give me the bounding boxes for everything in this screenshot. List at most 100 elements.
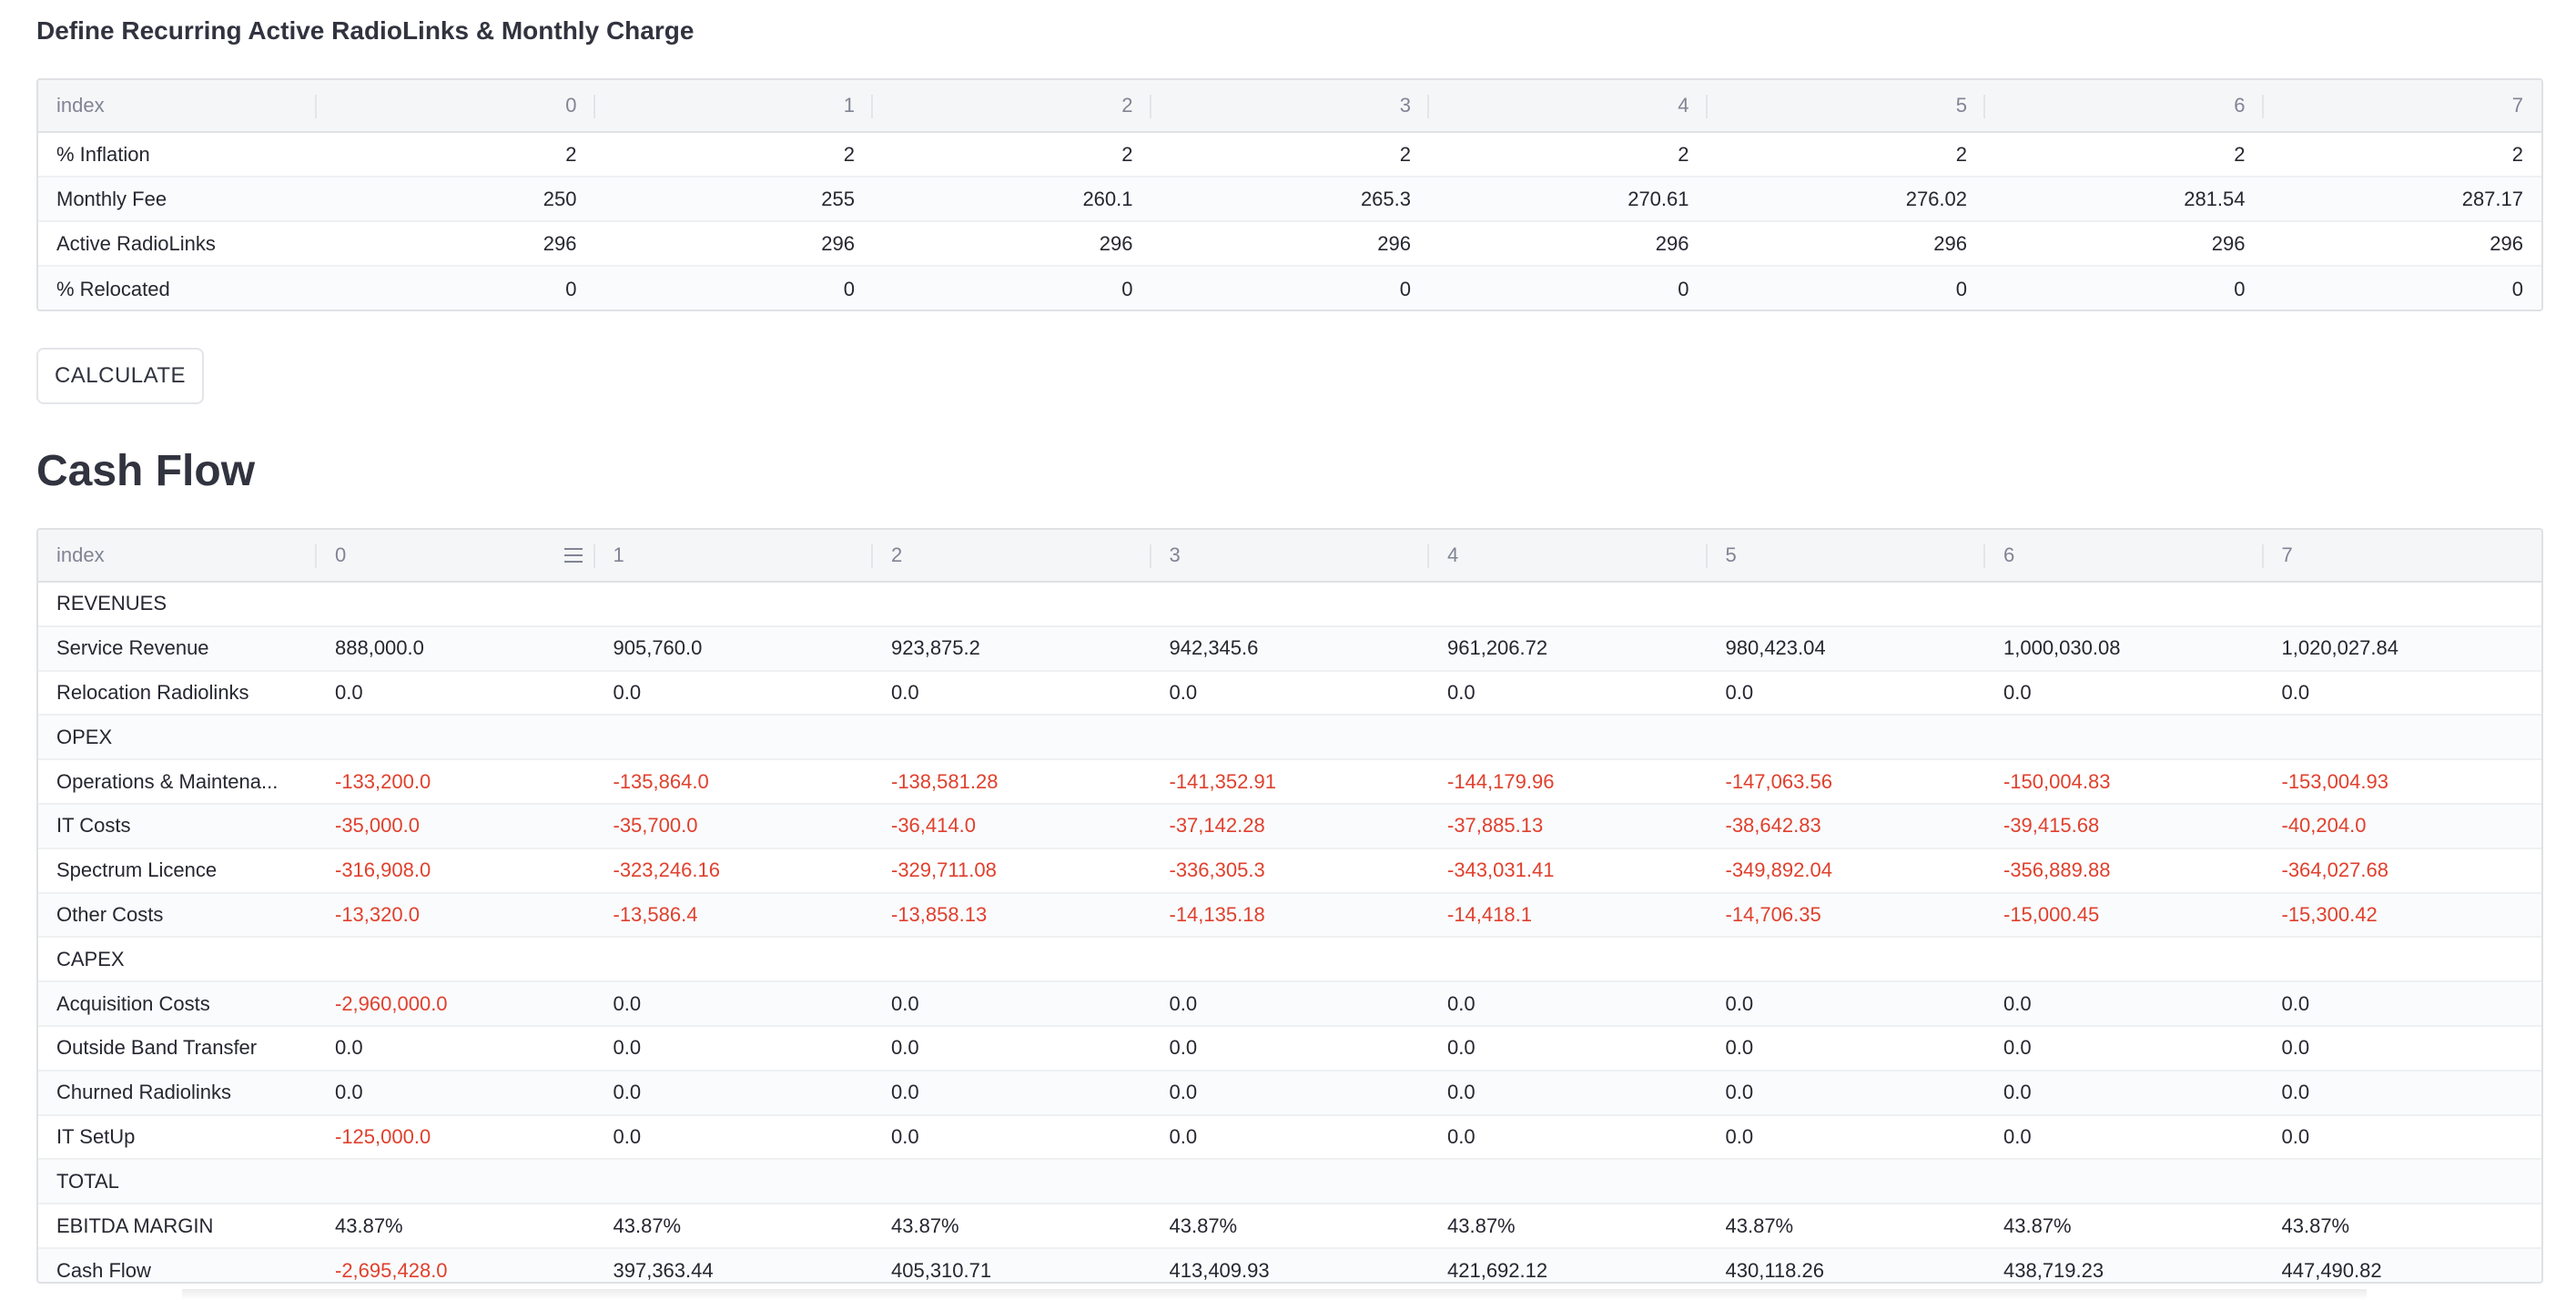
table-cell[interactable]: 0.0	[1725, 1081, 1754, 1104]
table-cell[interactable]: 2	[1399, 142, 1411, 166]
table-cell[interactable]: -39,415.68	[2003, 814, 2100, 838]
calculate-button[interactable]: CALCULATE	[36, 348, 204, 404]
table-cell[interactable]: -349,892.04	[1725, 858, 1832, 882]
table-cell[interactable]: 1,000,030.08	[2003, 636, 2121, 660]
column-header-1[interactable]: 1	[595, 80, 873, 131]
table-cell[interactable]: 296	[543, 231, 577, 255]
column-header-7[interactable]: 7	[2264, 80, 2542, 131]
table-cell[interactable]: 265.3	[1360, 187, 1411, 210]
table-cell[interactable]	[317, 938, 595, 980]
table-cell[interactable]: 447,490.82	[2281, 1259, 2382, 1283]
table-cell[interactable]: 255	[821, 187, 855, 210]
table-cell[interactable]: -14,706.35	[1725, 902, 1821, 926]
table-cell[interactable]: 270.61	[1628, 187, 1689, 210]
table-cell[interactable]: 421,692.12	[1447, 1259, 1548, 1283]
table-cell[interactable]: 0.0	[1169, 991, 1198, 1015]
table-cell[interactable]: 438,719.23	[2003, 1259, 2104, 1283]
table-cell[interactable]: -150,004.83	[2003, 769, 2111, 793]
column-resize-handle[interactable]	[1983, 95, 1985, 118]
table-cell[interactable]: -13,320.0	[335, 902, 420, 926]
table-cell[interactable]: 0	[1399, 277, 1411, 300]
table-cell[interactable]: 296	[821, 231, 855, 255]
table-cell[interactable]	[1151, 583, 1430, 625]
table-cell[interactable]	[595, 938, 874, 980]
table-cell[interactable]	[873, 1160, 1151, 1203]
row-label[interactable]: Monthly Fee	[56, 187, 167, 210]
table-cell[interactable]: 0.0	[1447, 1036, 1476, 1060]
input-data-grid[interactable]: index 0 1 2 3 4 5 6 7 % Inflation 2 2 2 2 2 2 2 2 Monthly …	[36, 78, 2543, 311]
table-cell[interactable]: 1,020,027.84	[2281, 636, 2399, 660]
table-cell[interactable]	[1429, 583, 1708, 625]
table-cell[interactable]: -144,179.96	[1447, 769, 1555, 793]
row-label[interactable]: % Inflation	[56, 142, 150, 166]
table-cell[interactable]: -138,581.28	[891, 769, 999, 793]
table-cell[interactable]: 0.0	[335, 1081, 363, 1104]
table-cell[interactable]: 0.0	[2281, 991, 2310, 1015]
row-label[interactable]: Churned Radiolinks	[56, 1081, 231, 1104]
table-cell[interactable]	[1985, 583, 2264, 625]
table-cell[interactable]	[2264, 938, 2542, 980]
table-cell[interactable]: -38,642.83	[1725, 814, 1821, 838]
table-cell[interactable]: -36,414.0	[891, 814, 976, 838]
row-label[interactable]: Operations & Maintena...	[56, 769, 279, 793]
row-label[interactable]: Relocation Radiolinks	[56, 680, 249, 704]
table-cell[interactable]: -356,889.88	[2003, 858, 2111, 882]
table-cell[interactable]: 0.0	[2003, 991, 2032, 1015]
column-header-1[interactable]: 1	[595, 530, 873, 581]
table-cell[interactable]: 0	[2234, 277, 2246, 300]
table-cell[interactable]: 0.0	[1169, 680, 1198, 704]
table-cell[interactable]: 0.0	[1169, 1036, 1198, 1060]
table-cell[interactable]: -37,142.28	[1169, 814, 1265, 838]
table-cell[interactable]: -135,864.0	[613, 769, 709, 793]
table-cell[interactable]: 430,118.26	[1725, 1259, 1824, 1283]
table-cell[interactable]: 0	[843, 277, 855, 300]
table-cell[interactable]: 296	[2211, 231, 2246, 255]
table-cell[interactable]	[1151, 1160, 1430, 1203]
table-cell[interactable]: 296	[1099, 231, 1133, 255]
table-cell[interactable]: 888,000.0	[335, 636, 424, 660]
table-cell[interactable]: 260.1	[1082, 187, 1133, 210]
table-cell[interactable]	[1429, 938, 1708, 980]
table-cell[interactable]: 0.0	[613, 991, 642, 1015]
column-resize-handle[interactable]	[1149, 95, 1151, 118]
table-cell[interactable]: 0.0	[891, 680, 919, 704]
row-label[interactable]: EBITDA MARGIN	[56, 1214, 214, 1237]
table-cell[interactable]: 923,875.2	[891, 636, 980, 660]
table-cell[interactable]: 905,760.0	[613, 636, 703, 660]
table-cell[interactable]: -153,004.93	[2281, 769, 2388, 793]
column-header-6[interactable]: 6	[1985, 530, 2264, 581]
row-label[interactable]: OPEX	[56, 725, 113, 748]
column-header-0[interactable]: 0	[317, 530, 595, 581]
table-cell[interactable]: -343,031.41	[1447, 858, 1555, 882]
table-cell[interactable]: -15,000.45	[2003, 902, 2100, 926]
row-label[interactable]: Cash Flow	[56, 1259, 151, 1283]
table-cell[interactable]: 250	[543, 187, 577, 210]
row-label[interactable]: Acquisition Costs	[56, 991, 210, 1015]
table-cell[interactable]	[1985, 1160, 2264, 1203]
table-cell[interactable]	[595, 716, 874, 758]
table-cell[interactable]: 0	[1955, 277, 1967, 300]
table-cell[interactable]: -323,246.16	[613, 858, 720, 882]
menu-icon[interactable]	[563, 548, 583, 563]
table-cell[interactable]: -40,204.0	[2281, 814, 2367, 838]
table-cell[interactable]	[317, 583, 595, 625]
column-header-2[interactable]: 2	[873, 80, 1151, 131]
table-cell[interactable]	[1985, 938, 2264, 980]
column-resize-handle[interactable]	[315, 95, 317, 118]
table-cell[interactable]: -147,063.56	[1725, 769, 1832, 793]
table-cell[interactable]: 961,206.72	[1447, 636, 1548, 660]
table-cell[interactable]: 0	[1121, 277, 1133, 300]
table-cell[interactable]: -125,000.0	[335, 1124, 431, 1148]
table-cell[interactable]: 296	[1655, 231, 1689, 255]
column-resize-handle[interactable]	[1705, 95, 1708, 118]
column-header-index[interactable]: index	[38, 530, 317, 581]
table-cell[interactable]: 405,310.71	[891, 1259, 992, 1283]
table-cell[interactable]: 43.87%	[613, 1214, 682, 1237]
table-cell[interactable]: 0.0	[613, 1081, 642, 1104]
table-cell[interactable]: 0.0	[2003, 680, 2032, 704]
table-cell[interactable]: 0.0	[1169, 1124, 1198, 1148]
table-cell[interactable]: -2,695,428.0	[335, 1259, 448, 1283]
column-header-5[interactable]: 5	[1708, 530, 1985, 581]
column-header-0[interactable]: 0	[317, 80, 595, 131]
table-cell[interactable]: 0.0	[2281, 1124, 2310, 1148]
